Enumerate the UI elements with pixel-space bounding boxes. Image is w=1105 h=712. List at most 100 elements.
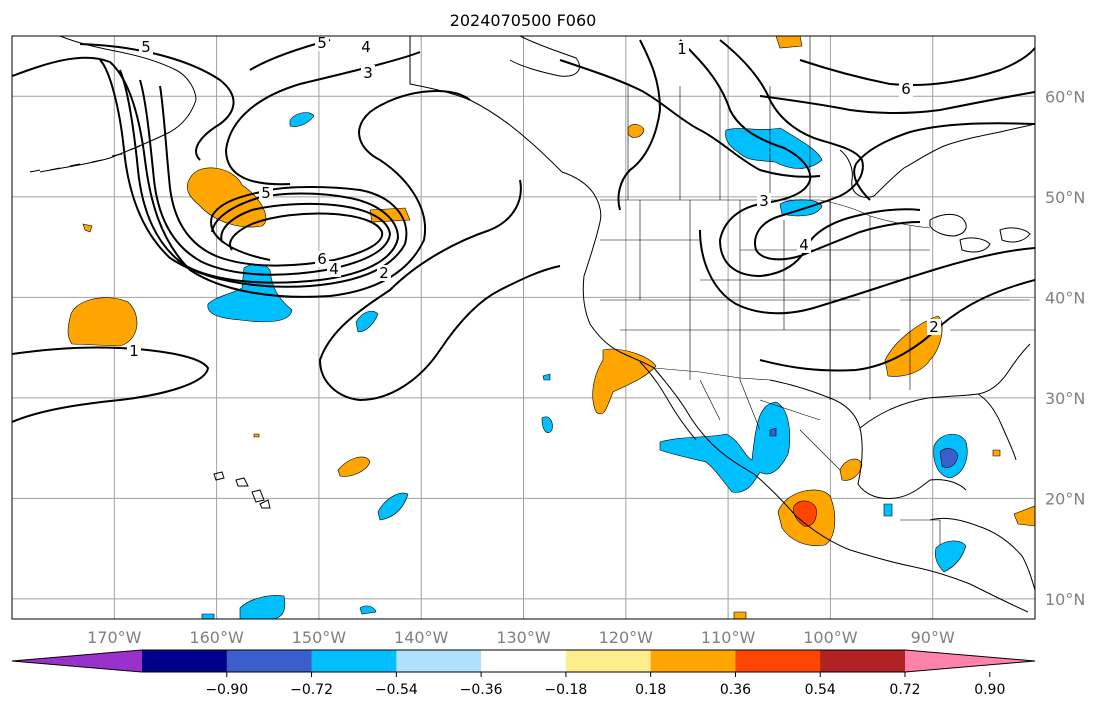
latitude-labels: 60°N 50°N 40°N 30°N 20°N 10°N (1045, 87, 1085, 609)
colorbar-segment (650, 650, 736, 672)
longitude-label: 160°W (189, 628, 244, 647)
latitude-label: 60°N (1045, 87, 1085, 106)
contour-label: 4 (361, 38, 371, 56)
contour-label-background (259, 185, 273, 201)
colorbar-segment (481, 650, 567, 672)
alaska-coast (12, 36, 197, 173)
contour-label-background (377, 265, 391, 281)
colorbar-tick-label: −0.18 (544, 682, 587, 698)
colorbar-tick-label: 0.90 (974, 682, 1005, 698)
colorbar-tick-label: 0.36 (720, 682, 751, 698)
alaska-panhandle-coast (409, 36, 602, 223)
longitude-labels: 170°W 160°W 150°W 140°W 130°W 120°W 110°W 100°W… (87, 628, 955, 647)
strong-negative-anomaly-area (769, 427, 777, 437)
longitude-label: 100°W (803, 628, 858, 647)
contour-label: 4 (329, 260, 339, 278)
contour-label-background (315, 36, 329, 51)
positive-anomaly-areas (67, 36, 1035, 619)
contour-label: 1 (129, 342, 139, 360)
positive-anomaly-area (337, 456, 371, 477)
contour-label: 2 (929, 318, 939, 336)
latitude-label: 40°N (1045, 288, 1085, 307)
contour-label-background (139, 39, 153, 55)
contour-line (318, 179, 561, 402)
colorbar-segment (226, 650, 313, 672)
colorbar: −0.90 −0.72 −0.54 −0.36 −0.18 0.18 0.36 0.54 0.7… (11, 649, 1036, 698)
negative-anomaly-area (359, 605, 377, 615)
mexico-state-borders (699, 379, 941, 545)
contour-label-background (757, 193, 771, 209)
contour-line (759, 279, 1035, 372)
negative-anomaly-area (289, 112, 315, 127)
positive-anomaly-area (627, 124, 645, 138)
us-mexico-border (653, 367, 771, 381)
contour-line (759, 91, 1035, 114)
longitude-label: 120°W (599, 628, 654, 647)
positive-anomaly-area (839, 458, 863, 481)
contour-label-background (127, 343, 141, 359)
hudson-bay-coast (839, 123, 1035, 198)
contour-label: 6 (901, 80, 911, 98)
colorbar-outline (11, 649, 1036, 673)
florida-coast (977, 393, 1017, 461)
positive-anomaly-area (253, 433, 260, 438)
contour-line (617, 39, 662, 211)
contour-line (853, 122, 1035, 201)
coastlines (12, 36, 1035, 613)
canada-arctic-coast (509, 36, 580, 77)
contour-line (159, 85, 384, 267)
colorbar-tick-label: 0.18 (635, 682, 666, 698)
contour-line (99, 59, 408, 288)
strong-positive-anomaly-area (793, 500, 817, 527)
contour-label: 5 (261, 184, 271, 202)
contour-label-background (327, 261, 341, 277)
contour-line (224, 51, 421, 186)
central-america-coast (929, 517, 1035, 591)
contour-label: 5 (141, 38, 151, 56)
longitude-label: 90°W (911, 628, 955, 647)
contour-line (679, 39, 921, 278)
colorbar-tick-label: −0.90 (205, 682, 248, 698)
strong-negative-anomaly-area (939, 448, 959, 468)
colorbar-segment (142, 650, 228, 672)
colorbar-tick-label: −0.72 (290, 682, 333, 698)
hawaii-islands (213, 471, 271, 509)
aleutian-islands (29, 145, 141, 173)
positive-anomaly-area (82, 223, 93, 233)
contour-line (719, 39, 921, 261)
political-borders (600, 36, 1035, 545)
map-frame (11, 35, 1036, 620)
contour-label: 6 (317, 250, 327, 268)
negative-anomaly-area (934, 540, 967, 573)
colorbar-segment (311, 650, 397, 672)
contour-line (12, 346, 210, 423)
negative-anomaly-area (542, 373, 551, 381)
colorbar-tick-label: −0.54 (375, 682, 418, 698)
colorbar-extend-high (905, 650, 1035, 672)
positive-anomaly-area (1013, 505, 1035, 527)
map-title: 2024070500 F060 (450, 11, 597, 30)
contour-label-background (899, 81, 913, 97)
longitude-label: 130°W (496, 628, 551, 647)
contour-label-background (797, 237, 811, 253)
us-west-coast (582, 221, 655, 369)
longitude-label: 110°W (701, 628, 756, 647)
contour-line (799, 47, 1035, 87)
colorbar-extend-low (12, 650, 142, 672)
mexico-pacific-coast (711, 443, 1029, 613)
colorbar-segment (820, 650, 906, 672)
negative-anomaly-area (883, 503, 893, 517)
latitude-label: 50°N (1045, 188, 1085, 207)
longitude-label: 170°W (87, 628, 142, 647)
latitude-label: 30°N (1045, 389, 1085, 408)
longitude-label: 140°W (394, 628, 449, 647)
negative-anomaly-area (355, 310, 379, 333)
negative-anomaly-area (725, 127, 823, 169)
negative-anomaly-area (659, 401, 791, 493)
latitude-label: 20°N (1045, 489, 1085, 508)
contour-label: 2 (379, 264, 389, 282)
great-lakes (929, 213, 1031, 253)
